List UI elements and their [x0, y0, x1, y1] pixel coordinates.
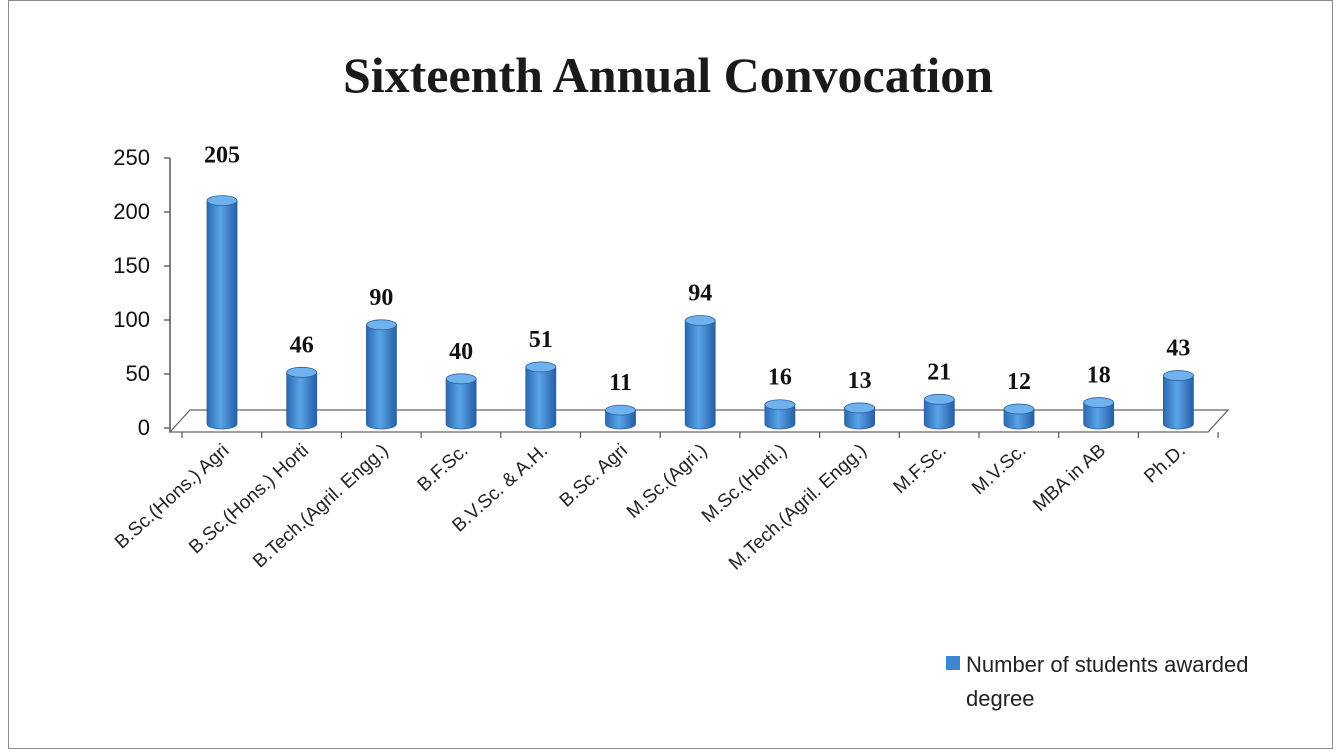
data-label: 43 [1166, 336, 1190, 362]
bar-body [206, 200, 238, 430]
data-label: 11 [609, 370, 632, 396]
x-tick-label: Ph.D. [1140, 440, 1189, 487]
bar-top [365, 319, 397, 331]
data-label: 21 [927, 359, 951, 385]
bar-0 [206, 195, 238, 430]
bar-3 [445, 373, 477, 430]
x-tick-label: M.Tech.(Agril. Engg.) [725, 440, 871, 574]
bar-top [684, 315, 716, 326]
x-tick-label: B.F.Sc. [414, 440, 473, 496]
x-tick-label: B.Tech.(Agril. Engg.) [249, 440, 393, 572]
legend-label-line-1: Number of students awarded [966, 652, 1249, 677]
data-label: 205 [204, 143, 240, 169]
bar-top [1163, 370, 1194, 381]
data-label: 12 [1007, 369, 1031, 395]
bar-body [764, 404, 796, 430]
data-label: 46 [290, 332, 314, 358]
bar-body [525, 366, 557, 430]
legend: Number of students awarded degree [946, 652, 1249, 711]
bar-body [286, 371, 318, 430]
data-label: 90 [369, 285, 393, 311]
bar-body [1083, 402, 1115, 430]
bar-top [923, 393, 955, 405]
y-tick-label: 100 [113, 307, 150, 332]
bar-7 [764, 399, 796, 430]
bar-body [366, 324, 397, 430]
bar-body [445, 378, 477, 430]
legend-label-line-2: degree [966, 686, 1035, 711]
bar-11 [1083, 397, 1115, 430]
bar-1 [286, 366, 318, 430]
bar-8 [844, 402, 875, 430]
bar-top [844, 402, 875, 414]
axes: 0 50 100 150 200 250 [113, 145, 1230, 440]
y-tick-label: 50 [126, 361, 150, 386]
data-label: 18 [1087, 363, 1111, 389]
bar-body [844, 407, 875, 430]
legend-swatch [946, 656, 960, 670]
bar-body [1163, 375, 1194, 430]
bar-top [286, 366, 318, 378]
bar-body [923, 398, 955, 430]
data-label: 40 [449, 339, 473, 365]
bar-top [764, 399, 796, 411]
y-tick-label: 150 [113, 253, 150, 278]
bar-9 [923, 393, 955, 430]
y-tick-label: 200 [113, 199, 150, 224]
bar-6 [684, 315, 716, 430]
bar-top [1003, 403, 1035, 415]
chart-floor [168, 409, 1230, 433]
chart-title: Sixteenth Annual Convocation [343, 47, 993, 103]
data-label: 51 [529, 327, 553, 353]
bar-5 [605, 404, 636, 430]
x-tick-label: B.Sc. Agri [556, 440, 632, 511]
bar-2 [365, 319, 397, 430]
bar-body [1003, 408, 1035, 430]
x-tick-label: M.V.Sc. [968, 440, 1030, 499]
data-label: 13 [848, 368, 872, 394]
x-tick-label: MBA in AB [1029, 440, 1110, 516]
data-label: 16 [768, 365, 792, 391]
bar-body [684, 320, 716, 430]
bar-top [1083, 397, 1115, 408]
bar-top [445, 373, 477, 385]
bar-top [605, 404, 636, 416]
y-tick-label: 0 [138, 415, 150, 440]
y-tick-label: 250 [113, 145, 150, 170]
bar-10 [1003, 403, 1035, 430]
data-label: 94 [688, 280, 712, 306]
bar-top [525, 361, 557, 373]
bars: 205 46 90 40 51 11 94 16 13 21 12 18 43 [204, 143, 1194, 430]
x-tick-label: M.F.Sc. [890, 440, 951, 498]
bar-12 [1163, 370, 1194, 430]
bar-top [206, 195, 238, 207]
bar-4 [525, 361, 557, 430]
